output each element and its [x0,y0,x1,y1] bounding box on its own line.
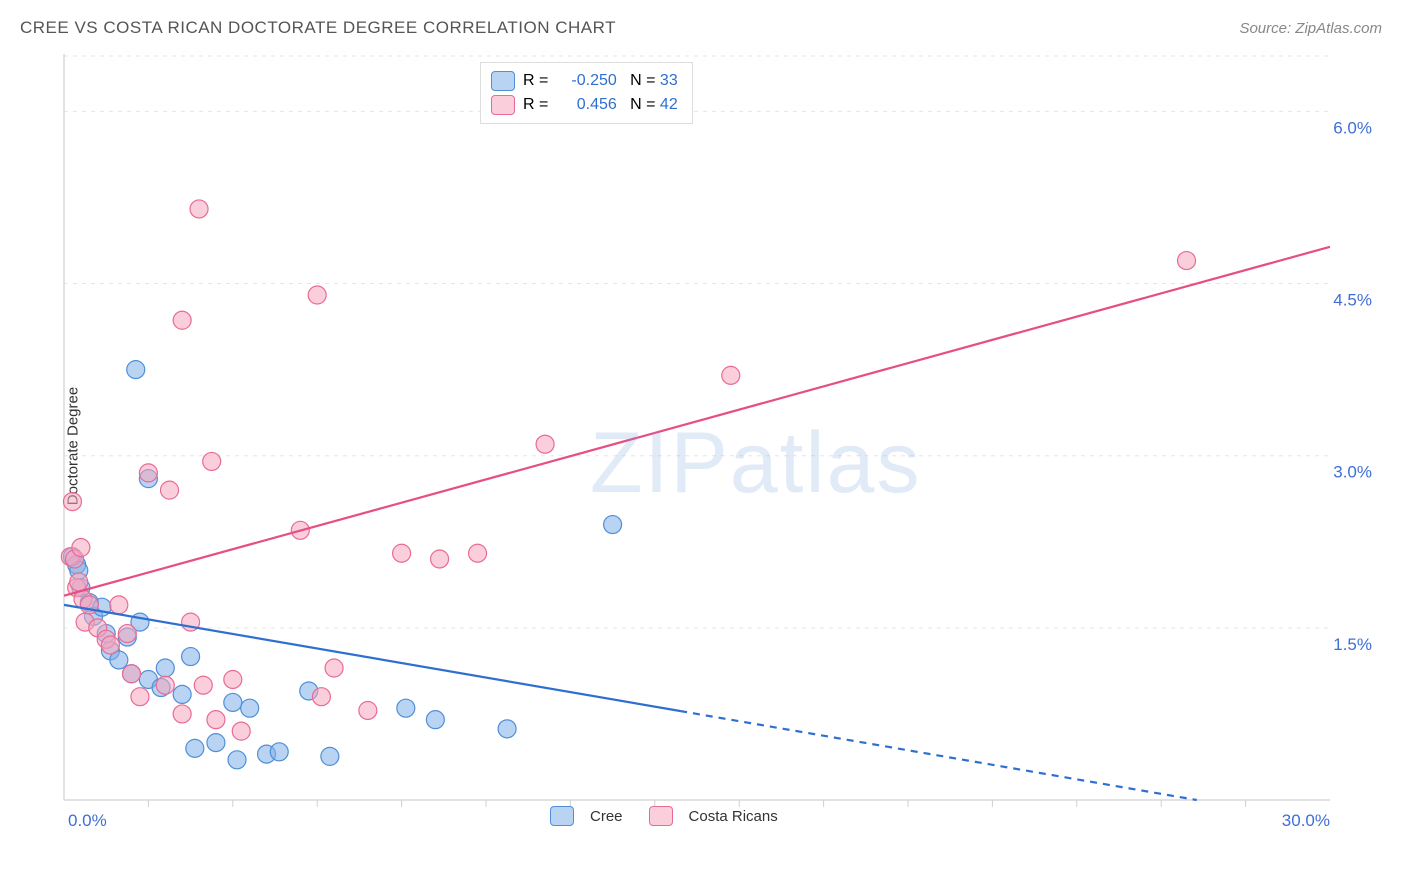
legend-item-costa-ricans: Costa Ricans [649,806,778,826]
series-legend: Cree Costa Ricans [550,806,778,826]
legend-n-label: N = [617,96,660,114]
scatter-chart-svg: 1.5% 3.0% 4.5% 6.0% 0.0% 30.0% [50,54,1388,844]
svg-text:4.5%: 4.5% [1333,291,1372,310]
swatch-cree [550,806,574,826]
legend-row-costa-ricans: R = 0.456 N = 42 [491,93,678,117]
legend-n-value-cree: 33 [660,72,678,90]
legend-n-value-costa-ricans: 42 [660,96,678,114]
legend-r-label: R = [523,96,553,114]
legend-label-cree: Cree [590,808,623,825]
legend-item-cree: Cree [550,806,623,826]
svg-text:3.0%: 3.0% [1333,463,1372,482]
swatch-costa-ricans [649,806,673,826]
swatch-cree [491,71,515,91]
legend-r-value-costa-ricans: 0.456 [553,96,617,114]
svg-text:0.0%: 0.0% [68,811,107,830]
chart-title: CREE VS COSTA RICAN DOCTORATE DEGREE COR… [20,18,616,38]
correlation-legend: R = -0.250 N = 33 R = 0.456 N = 42 [480,62,693,124]
svg-text:30.0%: 30.0% [1282,811,1330,830]
legend-n-label: N = [617,72,660,90]
legend-row-cree: R = -0.250 N = 33 [491,69,678,93]
plot-area: 1.5%3.0%4.5%6.0%0.0%30.0% ZIPatlas R = -… [50,54,1388,844]
swatch-costa-ricans [491,95,515,115]
svg-text:1.5%: 1.5% [1333,635,1372,654]
legend-r-value-cree: -0.250 [553,72,617,90]
legend-r-label: R = [523,72,553,90]
svg-text:6.0%: 6.0% [1333,118,1372,137]
legend-label-costa-ricans: Costa Ricans [689,808,778,825]
source-attribution: Source: ZipAtlas.com [1239,20,1382,37]
